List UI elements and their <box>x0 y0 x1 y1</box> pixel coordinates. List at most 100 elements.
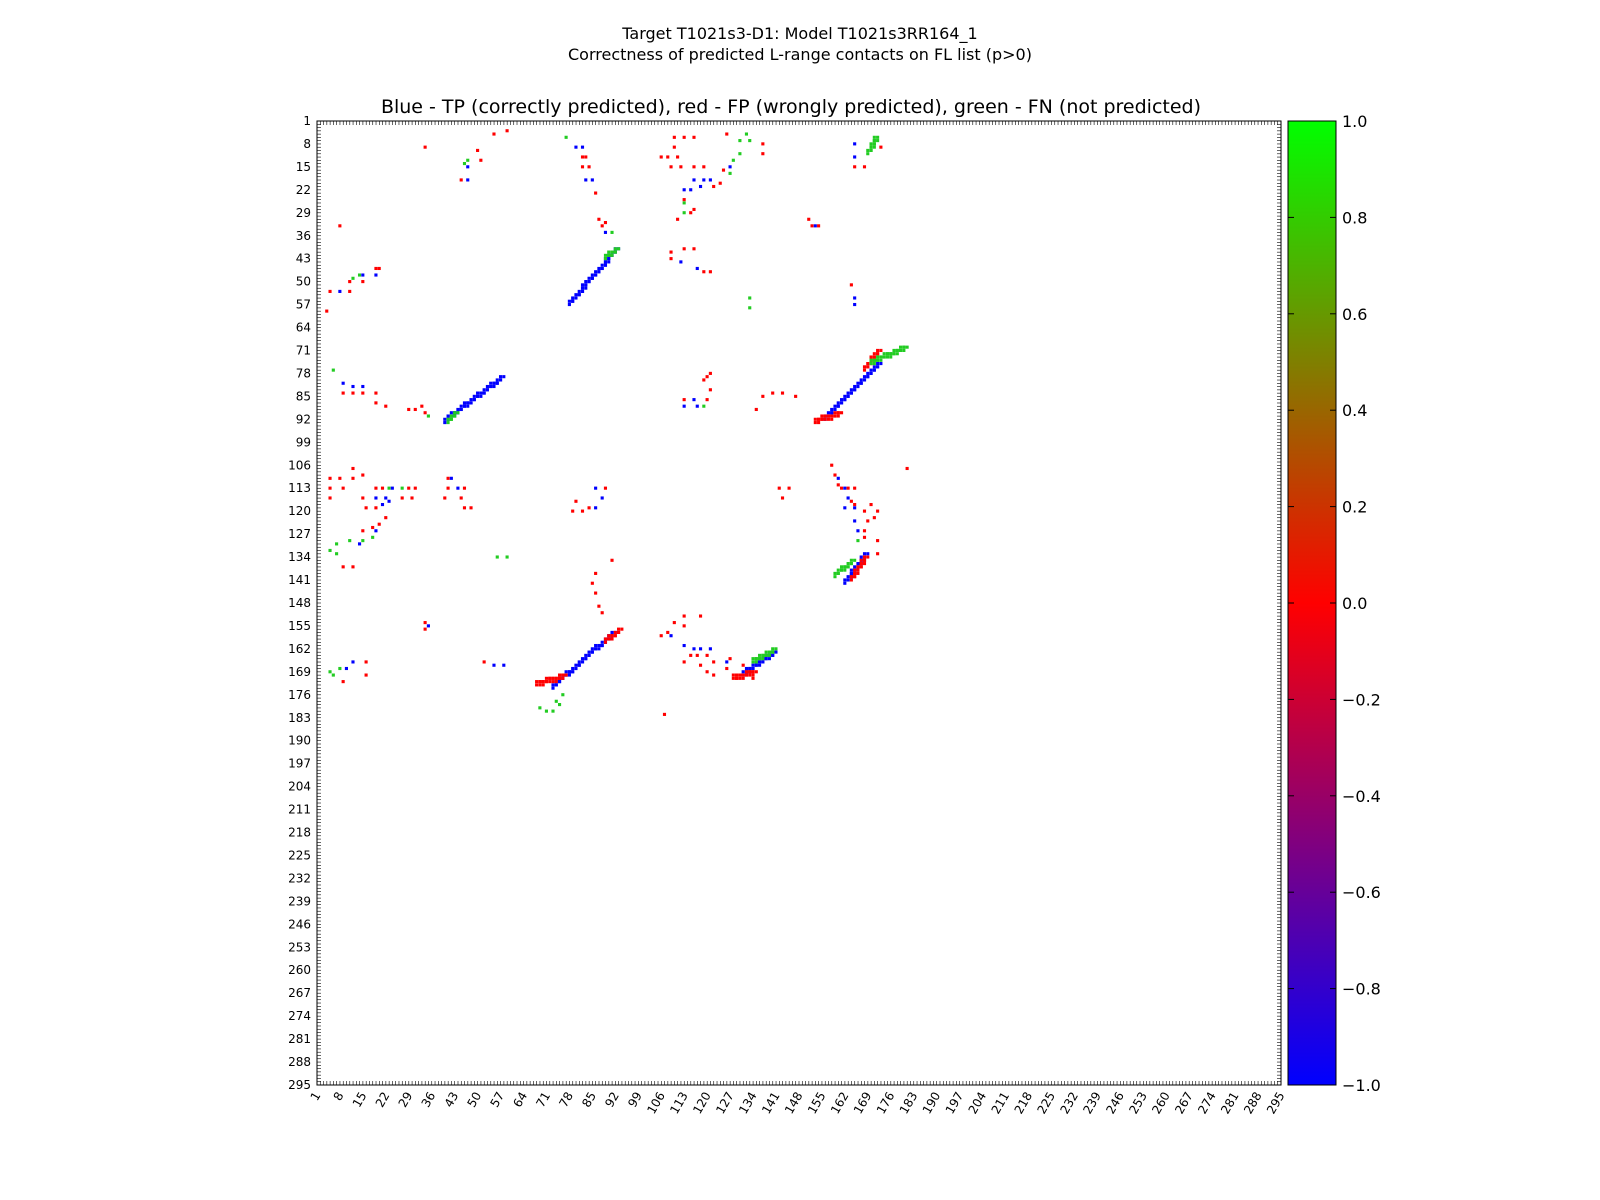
contact-cell-tp <box>590 650 594 654</box>
contact-cell-fp <box>682 135 686 139</box>
contact-cell-fn <box>761 653 765 657</box>
contact-cell-fn <box>446 417 450 421</box>
contact-cell-fp <box>705 653 709 657</box>
contact-cell-fp <box>551 676 555 680</box>
contact-cell-tp <box>859 378 863 382</box>
contact-cell-tp <box>853 155 857 159</box>
contact-cell-tp <box>698 647 703 651</box>
x-tick-label: 92 <box>602 1090 622 1110</box>
contact-cell-tp <box>846 575 850 579</box>
x-tick-label: 267 <box>1172 1090 1196 1117</box>
contact-cell-tp <box>384 496 388 500</box>
contact-cell-fn <box>328 548 332 553</box>
contact-cell-fn <box>495 555 499 559</box>
contact-cell-tp <box>567 673 571 677</box>
contact-cell-fn <box>764 650 768 654</box>
contact-cell-fp <box>662 712 667 716</box>
contact-cell-tp <box>846 496 850 500</box>
contact-cell-tp <box>708 178 712 182</box>
contact-cell-fp <box>594 191 598 195</box>
contact-cell-fp <box>698 663 703 667</box>
contact-cell-tp <box>574 663 578 667</box>
x-tick-label: 176 <box>874 1090 898 1117</box>
contact-cell-fp <box>876 348 880 352</box>
contact-cell-tp <box>574 293 578 297</box>
contact-cell-tp <box>571 299 575 303</box>
contact-cell-fp <box>584 155 588 159</box>
contact-cell-fp <box>676 217 680 221</box>
contact-cell-tp <box>498 378 503 382</box>
contact-cell-tp <box>449 411 453 415</box>
contact-cell-tp <box>758 660 762 664</box>
contact-cell-fp <box>374 506 378 510</box>
contact-cell-fp <box>718 181 722 185</box>
contact-cell-fn <box>869 358 873 362</box>
contact-cell-fp <box>377 266 381 271</box>
contact-cell-tp <box>587 280 591 284</box>
contact-cell-tp <box>856 529 860 533</box>
contact-cell-fp <box>361 473 365 477</box>
contact-cell-fn <box>899 345 903 349</box>
contact-cell-fp <box>597 604 601 608</box>
contact-cell-fn <box>895 348 899 352</box>
contact-cell-fp <box>787 486 791 490</box>
contact-cell-tp <box>580 657 585 661</box>
contact-cell-fp <box>830 417 834 421</box>
contact-cell-fp <box>692 165 696 169</box>
contact-cell-fp <box>666 630 670 634</box>
contact-cell-fn <box>603 257 608 261</box>
contact-cell-fp <box>695 653 699 657</box>
x-tick-label: 141 <box>759 1090 783 1117</box>
contact-cell-tp <box>374 273 378 277</box>
contact-cell-fn <box>879 358 883 362</box>
y-tick-label: 78 <box>296 366 311 380</box>
contact-cell-tp <box>866 375 870 379</box>
contact-cell-fn <box>426 414 430 418</box>
contact-cell-fp <box>325 309 329 313</box>
contact-cell-tp <box>466 178 470 182</box>
contact-cell-fp <box>705 375 709 379</box>
contact-cell-fp <box>682 247 686 251</box>
contact-cell-fn <box>682 201 686 205</box>
contact-cell-fp <box>705 398 709 402</box>
contact-cell-fn <box>879 355 883 359</box>
y-tick-label: 155 <box>288 619 311 633</box>
contact-cell-fn <box>748 306 752 310</box>
contact-cell-fp <box>580 509 585 513</box>
contact-cell-fn <box>738 152 742 156</box>
contact-cell-fp <box>744 673 749 677</box>
contact-cell-fn <box>869 362 873 366</box>
contact-cell-fn <box>505 555 509 559</box>
contact-cell-fn <box>613 250 617 254</box>
contact-cell-fn <box>748 296 752 300</box>
contact-cell-fn <box>833 575 837 579</box>
contact-cell-fp <box>866 519 870 523</box>
contact-cell-fn <box>446 421 450 425</box>
y-tick-label: 260 <box>288 963 311 977</box>
contact-cell-tp <box>357 542 362 546</box>
x-tick-label: 22 <box>373 1090 393 1110</box>
contact-cell-fp <box>748 673 752 677</box>
contact-cell-fp <box>692 247 696 251</box>
y-tick-label: 43 <box>296 252 311 266</box>
contact-cell-fn <box>728 171 732 175</box>
contact-cell-fn <box>361 539 365 543</box>
contact-cell-fp <box>469 506 473 510</box>
contact-cell-tp <box>708 647 712 651</box>
x-tick-label: 113 <box>667 1090 691 1117</box>
x-tick-label: 155 <box>805 1090 829 1117</box>
contact-cell-fp <box>544 676 548 680</box>
contact-cell-tp <box>590 276 594 280</box>
contact-cell-fn <box>387 486 391 490</box>
contact-cell-fp <box>423 621 427 625</box>
x-tick-label: 36 <box>419 1090 439 1110</box>
contact-cell-fp <box>607 637 611 641</box>
contact-cell-tp <box>498 375 503 379</box>
contact-cell-fn <box>338 666 342 671</box>
contact-cell-tp <box>446 414 450 418</box>
contact-cell-tp <box>682 643 686 648</box>
contact-cell-fp <box>849 575 853 579</box>
x-tick-label: 183 <box>897 1090 921 1117</box>
contact-cell-tp <box>584 286 588 290</box>
contact-cell-tp <box>567 670 571 674</box>
